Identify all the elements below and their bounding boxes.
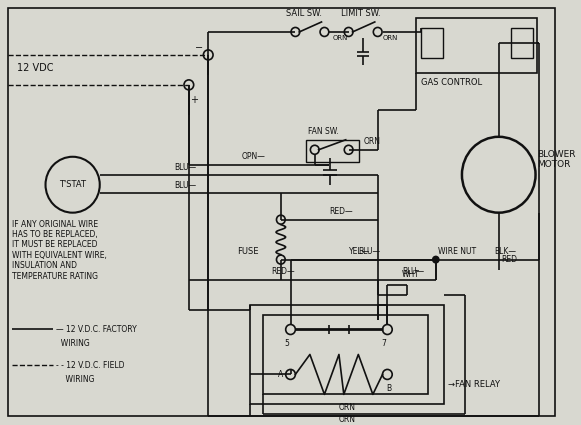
Text: +: + [189, 95, 198, 105]
Circle shape [432, 255, 440, 264]
Text: LIMIT SW.: LIMIT SW. [341, 9, 381, 18]
Text: FAN SW.: FAN SW. [308, 128, 339, 136]
Text: →FAN RELAY: →FAN RELAY [449, 380, 500, 389]
Bar [511, 28, 533, 58]
Text: ORN: ORN [339, 403, 356, 412]
Text: BLU—: BLU— [358, 247, 381, 256]
Text: WIRING: WIRING [56, 375, 95, 384]
Text: BLK—: BLK— [494, 247, 516, 256]
Text: 12 VDC: 12 VDC [17, 63, 54, 73]
Text: BLOWER
MOTOR: BLOWER MOTOR [537, 150, 576, 170]
Text: RED: RED [501, 255, 518, 264]
Text: A: A [278, 370, 284, 379]
Text: WIRE NUT: WIRE NUT [437, 247, 476, 256]
Text: WHT: WHT [402, 270, 419, 279]
Text: B: B [387, 384, 392, 393]
Text: OPN—: OPN— [242, 152, 266, 161]
Text: FUSE: FUSE [237, 247, 259, 256]
Bar [263, 314, 428, 394]
Text: T'STAT: T'STAT [59, 180, 86, 189]
Text: BLU—: BLU— [402, 267, 424, 276]
Text: ORN: ORN [382, 35, 398, 41]
Text: — 12 V.D.C. FACTORY: — 12 V.D.C. FACTORY [56, 325, 137, 334]
Text: BLU—: BLU— [174, 181, 196, 190]
Text: ORN: ORN [332, 35, 347, 41]
Text: GAS CONTROL: GAS CONTROL [421, 78, 482, 88]
Text: −: − [195, 43, 203, 53]
Text: RED—: RED— [271, 267, 295, 276]
Text: SAIL SW.: SAIL SW. [286, 9, 322, 18]
Text: RED—: RED— [329, 207, 353, 216]
Text: - - 12 V.D.C. FIELD: - - 12 V.D.C. FIELD [56, 361, 125, 370]
Bar [250, 305, 443, 404]
Text: BLU—: BLU— [174, 163, 196, 172]
Text: ORN: ORN [339, 415, 356, 424]
Bar [306, 140, 359, 162]
Text: YEL—: YEL— [349, 247, 370, 256]
Text: 5: 5 [284, 339, 289, 348]
Text: IF ANY ORIGINAL WIRE
HAS TO BE REPLACED,
IT MUST BE REPLACED
WITH EQUIVALENT WIR: IF ANY ORIGINAL WIRE HAS TO BE REPLACED,… [12, 220, 106, 280]
Text: ORN: ORN [363, 137, 380, 146]
Text: 7: 7 [381, 339, 386, 348]
Bar [421, 28, 443, 58]
Text: WIRING: WIRING [56, 339, 90, 348]
Bar [417, 18, 537, 73]
